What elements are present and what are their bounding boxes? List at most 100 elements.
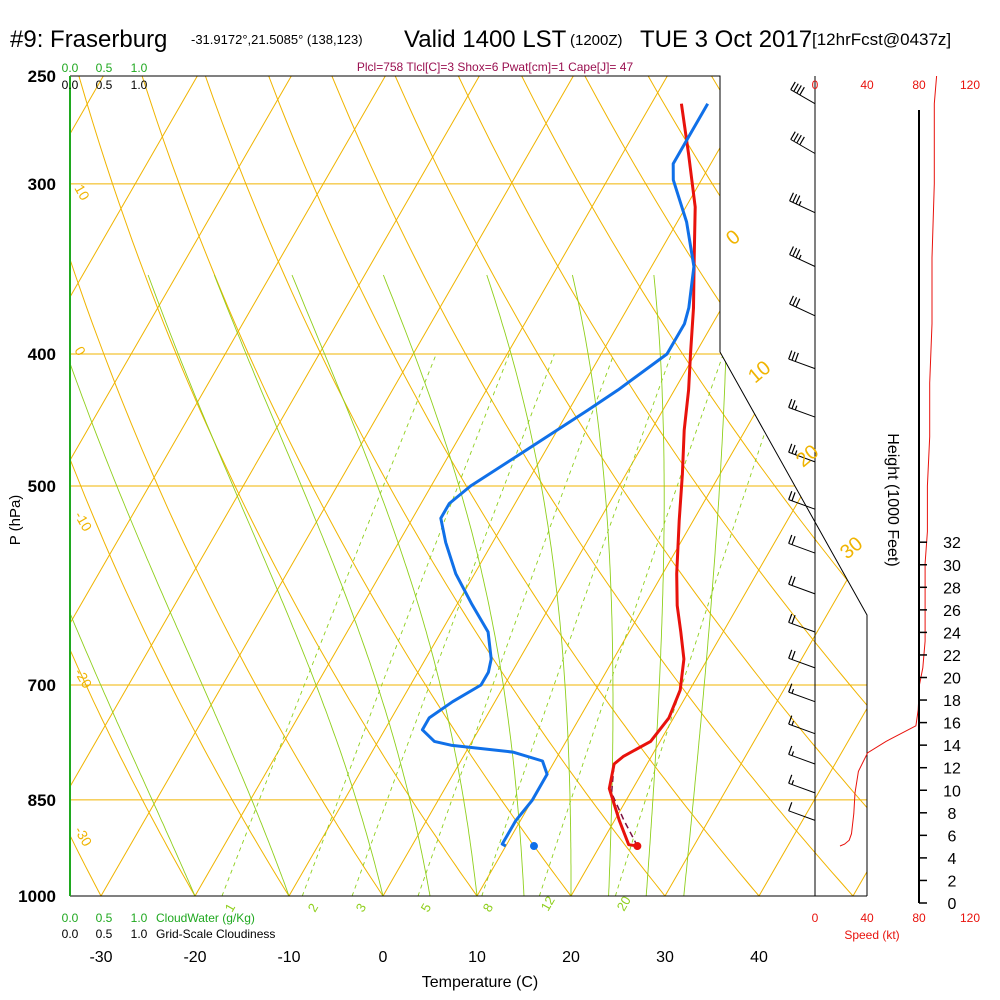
pressure-tick-label: 500 bbox=[28, 477, 56, 496]
isotherm-line bbox=[70, 76, 386, 896]
height-tick-label: 32 bbox=[943, 535, 961, 552]
isotherm-label: 0 bbox=[71, 344, 89, 359]
moist-adiabat-line bbox=[645, 274, 665, 896]
height-tick-label: 30 bbox=[943, 558, 961, 575]
moist-adiabat-line bbox=[683, 275, 728, 896]
x-tick-label: -10 bbox=[277, 949, 300, 966]
wind-barb bbox=[788, 490, 816, 510]
isotherm-line bbox=[194, 76, 668, 896]
x-tick-label: -20 bbox=[183, 949, 206, 966]
title-date: TUE 3 Oct 2017 bbox=[640, 26, 813, 53]
height-tick-label: 8 bbox=[948, 806, 957, 823]
dry-adiabat-line bbox=[141, 76, 572, 896]
x-tick-label: 40 bbox=[750, 949, 768, 966]
mixing-ratio-line bbox=[417, 353, 615, 896]
moist-adiabat-line bbox=[291, 274, 478, 896]
wind-barb bbox=[788, 534, 816, 554]
cloud-water-bottom-label: 0.5 bbox=[96, 911, 113, 925]
isotherm-line bbox=[70, 76, 480, 896]
isotherm-line bbox=[664, 76, 867, 896]
surface-dewpoint-dot bbox=[529, 842, 538, 851]
mixing-ratio-line bbox=[481, 353, 672, 896]
dry-adiabat-line bbox=[78, 76, 478, 896]
dry-adiabat-label: 0 bbox=[722, 226, 745, 250]
plot-frame-right bbox=[70, 75, 868, 896]
cloud-water-bottom-label: 0.0 bbox=[62, 911, 79, 925]
wind-barb bbox=[789, 295, 816, 317]
wind-barb bbox=[790, 131, 816, 154]
title-zulu: (1200Z) bbox=[570, 32, 623, 49]
mixing-ratio-label: 2 bbox=[305, 901, 322, 915]
speed-bottom-label: 0 bbox=[812, 911, 819, 925]
height-tick-label: 10 bbox=[943, 783, 961, 800]
speed-bottom-label: 120 bbox=[960, 911, 980, 925]
height-tick-label: 16 bbox=[943, 716, 961, 733]
height-tick-label: 24 bbox=[943, 625, 961, 642]
moist-adiabat-line bbox=[382, 274, 525, 896]
wind-barb bbox=[788, 575, 816, 595]
pressure-tick-label: 300 bbox=[28, 175, 56, 194]
speed-top-label: 80 bbox=[912, 78, 926, 92]
cloudiness-title: Grid-Scale Cloudiness bbox=[156, 927, 275, 941]
moist-adiabat-line bbox=[571, 274, 614, 896]
x-tick-label: 20 bbox=[562, 949, 580, 966]
wind-barb bbox=[788, 398, 816, 418]
height-tick-label: 22 bbox=[943, 648, 961, 665]
speed-top-label: 120 bbox=[960, 78, 980, 92]
isotherm-line bbox=[476, 76, 867, 896]
isotherm-line bbox=[0, 76, 9, 896]
speed-bottom-label: 80 bbox=[912, 911, 926, 925]
mixing-ratio-label: 5 bbox=[418, 901, 435, 915]
dry-adiabat-line bbox=[394, 76, 867, 896]
parcel-profile bbox=[610, 763, 639, 847]
wind-barb bbox=[788, 613, 816, 633]
height-axis-title: Height (1000 Feet) bbox=[884, 433, 901, 566]
pressure-tick-label: 850 bbox=[28, 791, 56, 810]
wind-barb bbox=[789, 192, 816, 214]
speed-top-label: 40 bbox=[860, 78, 874, 92]
mixing-ratio-line bbox=[351, 353, 555, 896]
speed-axis-title: Speed (kt) bbox=[844, 928, 899, 942]
mixing-ratio-line bbox=[538, 353, 724, 896]
isotherm-line bbox=[852, 76, 867, 896]
pressure-tick-label: 400 bbox=[28, 345, 56, 364]
dry-adiabat-line bbox=[70, 76, 384, 896]
cloudiness-top-label: 0.0 bbox=[62, 78, 79, 92]
isotherm-line bbox=[70, 76, 198, 896]
title-valid: Valid 1400 LST bbox=[404, 26, 567, 53]
moist-adiabat-line bbox=[70, 274, 290, 896]
plot-area bbox=[0, 76, 867, 896]
height-tick-label: 12 bbox=[943, 761, 961, 778]
stability-indices: Plcl=758 Tlcl[C]=3 Shox=6 Pwat[cm]=1 Cap… bbox=[357, 60, 634, 74]
wind-barb bbox=[788, 350, 816, 370]
height-tick-label: 2 bbox=[948, 873, 957, 890]
dry-adiabat-line bbox=[70, 76, 196, 896]
cloud-water-bottom-label: 1.0 bbox=[131, 911, 148, 925]
moist-adiabat-line bbox=[486, 274, 572, 896]
dry-adiabat-line bbox=[457, 76, 867, 896]
cloudiness-bottom-label: 1.0 bbox=[131, 927, 148, 941]
chart-title: #9: Fraserburg -31.9172°,21.5085° (138,1… bbox=[0, 26, 1000, 60]
cloud-water-title: CloudWater (g/Kg) bbox=[156, 911, 255, 925]
height-tick-label: 20 bbox=[943, 671, 961, 688]
x-axis-title: Temperature (C) bbox=[422, 974, 538, 991]
wind-barb bbox=[788, 683, 816, 703]
mixing-ratio-label: 20 bbox=[614, 893, 634, 913]
mixing-ratio-line bbox=[614, 353, 792, 896]
height-tick-label: 18 bbox=[943, 693, 961, 710]
mixing-ratio-line bbox=[301, 353, 510, 896]
height-tick-label: 4 bbox=[948, 851, 957, 868]
dry-adiabat-line bbox=[70, 76, 290, 896]
temperature-profile bbox=[607, 103, 697, 848]
mixing-ratio-line bbox=[221, 353, 437, 896]
speed-top-label: 0 bbox=[812, 78, 819, 92]
title-station: #9: Fraserburg bbox=[10, 26, 168, 53]
pressure-tick-label: 1000 bbox=[18, 887, 56, 906]
pressure-tick-label: 700 bbox=[28, 676, 56, 695]
dry-adiabat-line bbox=[268, 76, 760, 896]
isotherm-line bbox=[100, 76, 574, 896]
isotherm-line bbox=[758, 76, 867, 896]
title-forecast: [12hrFcst@0437z] bbox=[812, 30, 952, 49]
dewpoint-profile bbox=[420, 102, 710, 848]
